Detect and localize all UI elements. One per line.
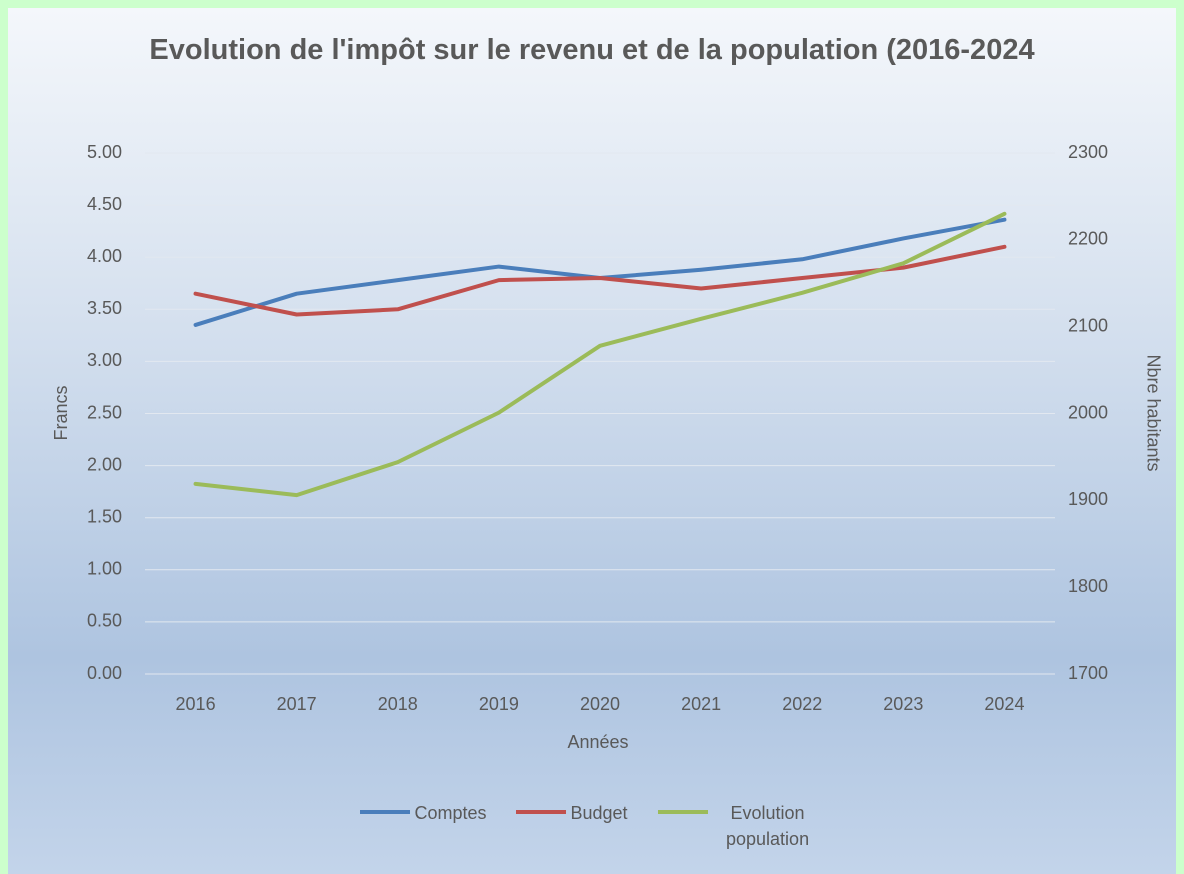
legend-swatch bbox=[360, 810, 411, 814]
y-tick-label: 0.00 bbox=[87, 663, 122, 683]
x-tick-label: 2024 bbox=[984, 694, 1024, 714]
x-tick-label: 2019 bbox=[479, 694, 519, 714]
legend-item: Budget bbox=[516, 800, 628, 826]
y-tick-label: 1.00 bbox=[87, 559, 122, 579]
y-tick-label: 3.50 bbox=[87, 298, 122, 318]
y2-tick-label: 2000 bbox=[1068, 402, 1108, 422]
x-tick-label: 2023 bbox=[883, 694, 923, 714]
legend-label: Comptes bbox=[414, 803, 487, 823]
series-line bbox=[193, 211, 1007, 498]
x-tick-label: 2016 bbox=[176, 694, 216, 714]
legend-item: Comptes bbox=[360, 800, 486, 826]
chart-title: Evolution de l'impôt sur le revenu et de… bbox=[149, 34, 1035, 66]
y-tick-label: 4.50 bbox=[87, 194, 122, 214]
y-tick-label: 2.00 bbox=[87, 454, 122, 474]
legend: Comptes Budget Evolution population bbox=[0, 800, 1184, 852]
legend-label: Budget bbox=[570, 803, 628, 823]
x-tick-label: 2020 bbox=[580, 694, 620, 714]
x-tick-label: 2022 bbox=[782, 694, 822, 714]
y2-tick-label: 1800 bbox=[1068, 576, 1108, 596]
y-tick-label: 1.50 bbox=[87, 506, 122, 526]
y2-axis-title: Nbre habitants bbox=[1143, 354, 1163, 471]
x-tick-label: 2018 bbox=[378, 694, 418, 714]
y2-tick-label: 2300 bbox=[1068, 142, 1108, 162]
legend-item: Evolution population bbox=[657, 800, 824, 852]
legend-label: Evolution population bbox=[726, 803, 810, 849]
chart-area bbox=[8, 8, 1176, 874]
y-tick-label: 5.00 bbox=[87, 142, 122, 162]
x-axis-title: Années bbox=[567, 732, 628, 752]
y-tick-label: 3.00 bbox=[87, 350, 122, 370]
y-tick-label: 0.50 bbox=[87, 611, 122, 631]
y-axis-title: Francs bbox=[51, 385, 71, 440]
y2-tick-label: 1900 bbox=[1068, 489, 1108, 509]
y-tick-label: 2.50 bbox=[87, 402, 122, 422]
y-tick-label: 4.00 bbox=[87, 246, 122, 266]
legend-swatch bbox=[516, 810, 567, 814]
legend-swatch bbox=[657, 810, 708, 814]
x-tick-label: 2017 bbox=[277, 694, 317, 714]
y2-tick-label: 2200 bbox=[1068, 229, 1108, 249]
y2-tick-label: 2100 bbox=[1068, 315, 1108, 335]
y2-tick-label: 1700 bbox=[1068, 663, 1108, 683]
x-tick-label: 2021 bbox=[681, 694, 721, 714]
